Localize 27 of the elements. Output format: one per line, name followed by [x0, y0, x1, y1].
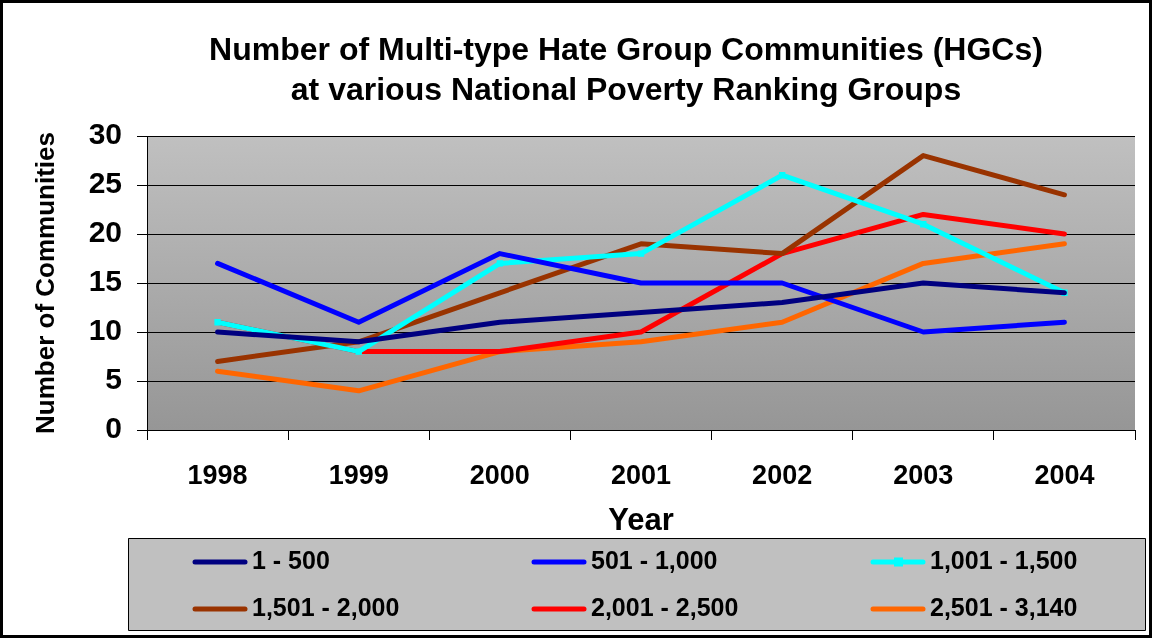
- y-tick-label: 5: [105, 362, 122, 396]
- point: [214, 319, 221, 326]
- point: [355, 348, 362, 355]
- x-tick-label: 1999: [328, 459, 389, 490]
- y-tick-label: 15: [88, 264, 122, 298]
- y-tick-label: 10: [88, 313, 122, 347]
- x-tick-label: 2002: [752, 459, 813, 490]
- legend-label: 1,501 - 2,000: [252, 592, 400, 621]
- legend-label: 1 - 500: [252, 545, 330, 574]
- y-tick-label: 30: [88, 117, 122, 151]
- x-tick-label: 2000: [469, 459, 530, 490]
- y-tick-label: 20: [88, 215, 122, 249]
- x-tick-label: 2001: [610, 459, 672, 490]
- point: [637, 250, 645, 257]
- legend-label: 501 - 1,000: [591, 545, 718, 574]
- legend-label: 1,001 - 1,500: [930, 545, 1078, 574]
- point: [496, 260, 504, 267]
- y-axis-title: Number of Communities: [29, 132, 60, 434]
- legend-label: 2,501 - 3,140: [930, 592, 1078, 621]
- x-axis-title: Year: [608, 501, 674, 537]
- x-tick-label: 2004: [1034, 459, 1095, 490]
- y-tick-label: 25: [88, 166, 122, 200]
- legend-label: 2,001 - 2,500: [591, 592, 739, 621]
- x-tick-label: 1998: [187, 459, 248, 490]
- chart-title: Number of Multi-type Hate Group Communities (HGCs) at various National Poverty Ranking Groups: [209, 30, 1043, 107]
- y-tick-label: 0: [105, 411, 122, 445]
- x-tick-label: 2003: [893, 459, 954, 490]
